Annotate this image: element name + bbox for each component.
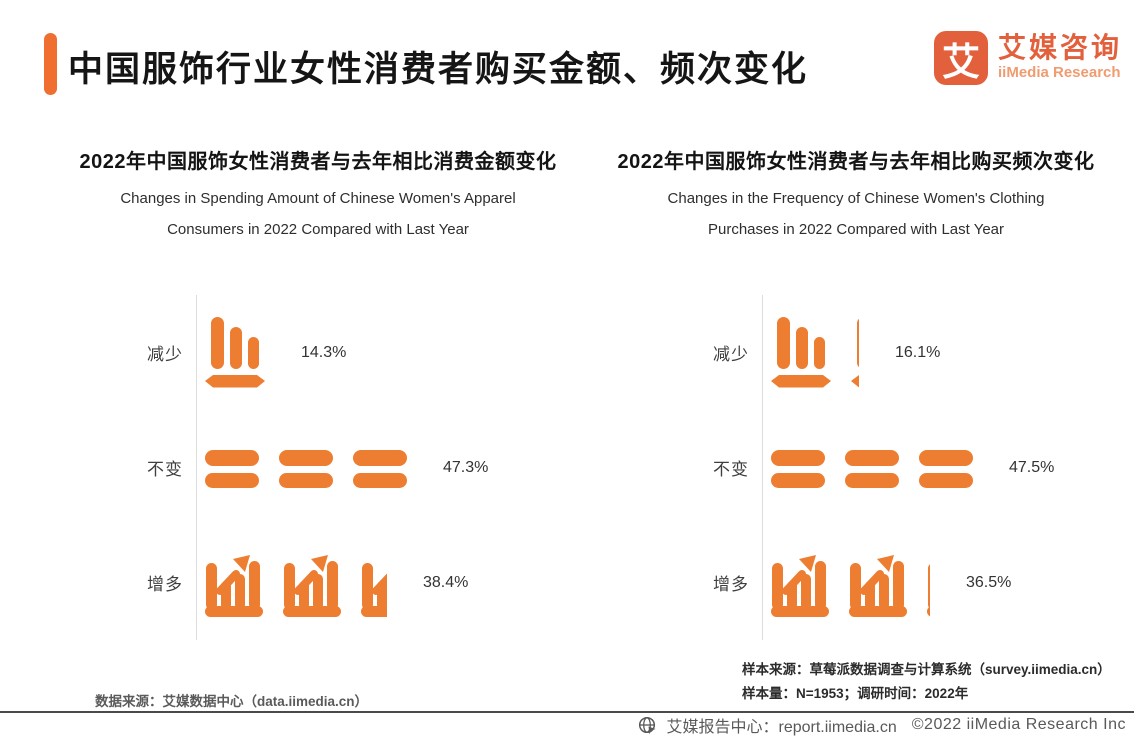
chart-title-cn: 2022年中国服饰女性消费者与去年相比购买频次变化 [617, 151, 1095, 173]
chart-title-en: Changes in Spending Amount of Chinese Wo… [60, 183, 576, 245]
increase-bars-icons [762, 548, 950, 617]
footer-copyright: ©2022 iiMedia Research Inc [911, 716, 1126, 733]
sample-source-notes: 样本来源：草莓派数据调查与计算系统（survey.iimedia.cn） 样本量… [742, 658, 1111, 706]
category-label: 增多 [147, 575, 183, 594]
value-label: 14.3% [301, 343, 347, 361]
row-decrease: 减少 14.3% [60, 295, 576, 410]
title-accent-bar [44, 33, 57, 95]
chart-title-cn: 2022年中国服饰女性消费者与去年相比消费金额变化 [79, 151, 557, 173]
globe-icon [638, 716, 657, 735]
increase-bars-icons [196, 548, 407, 617]
value-label: 16.1% [895, 343, 941, 361]
value-label: 47.5% [1009, 458, 1055, 476]
row-decrease: 减少 16.1% [598, 295, 1114, 410]
category-label: 不变 [147, 460, 183, 479]
chart-title-en-line2: Consumers in 2022 Compared with Last Yea… [167, 221, 469, 238]
pictogram-chart: 减少 16.1% 不变 47.5% 增多 [598, 295, 1114, 640]
decrease-bars-icons [762, 317, 879, 388]
value-label: 47.3% [443, 458, 489, 476]
decrease-bars-icons [196, 317, 285, 388]
row-increase: 增多 36.5% [598, 525, 1114, 640]
data-source-note: 数据来源：艾媒数据中心（data.iimedia.cn） [95, 694, 369, 709]
chart-title-en-line1: Changes in the Frequency of Chinese Wome… [667, 190, 1045, 207]
chart-title-en-line2: Purchases in 2022 Compared with Last Yea… [707, 221, 1004, 238]
sample-size-line: 样本量：N=1953；调研时间：2022年 [742, 686, 969, 701]
logo-mark-glyph: 艾 [941, 41, 980, 84]
row-unchanged: 不变 47.3% [60, 410, 576, 525]
value-label: 38.4% [423, 573, 469, 591]
value-label: 36.5% [966, 573, 1012, 591]
pictogram-chart: 减少 14.3% 不变 47.3% 增多 [60, 295, 576, 640]
footer-bar: 艾媒报告中心：report.iimedia.cn ©2022 iiMedia R… [0, 711, 1134, 737]
category-label: 减少 [147, 345, 183, 364]
logo-name-en: iiMedia Research [998, 64, 1121, 81]
iimedia-logo-icon: 艾 [934, 31, 988, 85]
axis-line [196, 295, 197, 640]
footer-site-label: 艾媒报告中心：report.iimedia.cn [666, 719, 897, 736]
category-label: 增多 [713, 575, 749, 594]
page-title: 中国服饰行业女性消费者购买金额、频次变化 [68, 50, 809, 89]
axis-line [762, 295, 763, 640]
equals-icons [762, 447, 993, 489]
chart-purchase-frequency: 2022年中国服饰女性消费者与去年相比购买频次变化 Changes in the… [598, 140, 1114, 640]
row-unchanged: 不变 47.5% [598, 410, 1114, 525]
sample-source-line: 样本来源：草莓派数据调查与计算系统（survey.iimedia.cn） [742, 662, 1111, 677]
equals-icons [196, 447, 427, 489]
category-label: 减少 [713, 345, 749, 364]
chart-title-en-line1: Changes in Spending Amount of Chinese Wo… [120, 190, 516, 207]
row-increase: 增多 38.4% [60, 525, 576, 640]
iimedia-logo: 艾 艾媒咨询 iiMedia Research [934, 31, 1122, 85]
logo-name-cn: 艾媒咨询 [998, 32, 1123, 63]
logo-text: 艾媒咨询 iiMedia Research [998, 31, 1122, 82]
chart-title-en: Changes in the Frequency of Chinese Wome… [598, 183, 1114, 245]
chart-spending-amount: 2022年中国服饰女性消费者与去年相比消费金额变化 Changes in Spe… [60, 140, 576, 640]
category-label: 不变 [713, 460, 749, 479]
